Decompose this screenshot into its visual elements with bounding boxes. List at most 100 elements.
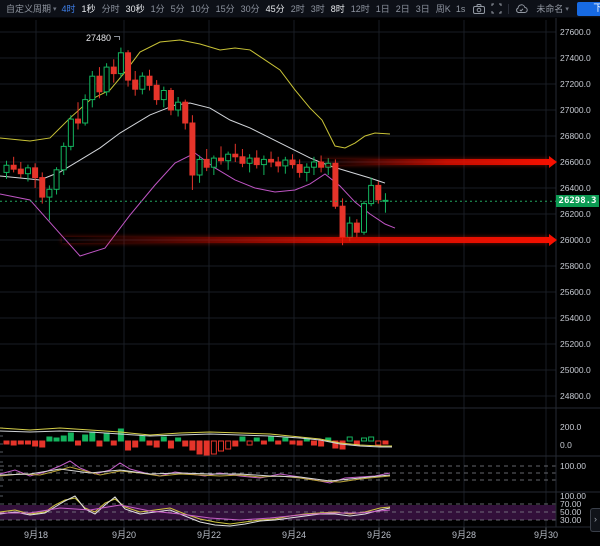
price-tick-label: 26800.0 xyxy=(560,131,591,141)
volume-bar xyxy=(182,440,189,447)
interval-item[interactable]: 周K xyxy=(435,4,451,14)
interval-list: 4时 1秒 分时 30秒 1分 5分 10分 15分 30分 45分 2时 3时 8时 12时 1日 2日 3日… xyxy=(62,2,451,15)
workspace-name-button[interactable]: 未命名 ▾ xyxy=(534,2,571,15)
interval-item[interactable]: 3时 xyxy=(310,4,325,14)
price-tick-label: 27200.0 xyxy=(560,79,591,89)
kdj-line xyxy=(0,497,391,525)
price-tick-label: 25200.0 xyxy=(560,339,591,349)
candle-body xyxy=(196,158,203,176)
candle-body xyxy=(146,75,153,86)
volume-bar xyxy=(246,440,253,446)
candle-body xyxy=(368,184,375,205)
volume-bar xyxy=(268,436,275,442)
candle-body xyxy=(232,153,239,158)
interval-item[interactable]: 45分 xyxy=(265,4,285,14)
toolbar-right: 1s 未命名 ▾ 下单 xyxy=(454,1,600,16)
volume-bar xyxy=(110,440,117,446)
support-arrow-line[interactable] xyxy=(62,234,557,246)
candle-body xyxy=(17,168,24,175)
interval-item[interactable]: 4时 xyxy=(61,4,76,14)
volume-bar xyxy=(103,432,110,442)
candle-body xyxy=(96,75,103,93)
kdj-line xyxy=(0,504,391,521)
indicator-tick-label: 30.00 xyxy=(560,515,582,525)
candle-body xyxy=(67,118,74,147)
camera-icon[interactable] xyxy=(473,3,486,14)
fullscreen-icon[interactable] xyxy=(491,3,502,14)
interval-item[interactable]: 分时 xyxy=(101,4,120,14)
candle-body xyxy=(239,156,246,164)
candle-body xyxy=(139,75,146,90)
volume-bar xyxy=(368,436,375,442)
candle-body xyxy=(282,159,289,167)
interval-item[interactable]: 1分 xyxy=(150,4,165,14)
replay-speed-button[interactable]: 1s xyxy=(455,3,466,14)
volume-bar xyxy=(10,440,17,446)
candle-body xyxy=(160,90,167,101)
price-tick-label: 27400.0 xyxy=(560,53,591,63)
volume-bar xyxy=(382,440,389,445)
candle-body xyxy=(260,158,267,166)
interval-item[interactable]: 30分 xyxy=(240,4,260,14)
candle-body xyxy=(182,101,189,124)
volume-bar xyxy=(46,436,53,442)
price-tick-label: 26200.0 xyxy=(560,209,591,219)
candle-body xyxy=(310,161,317,168)
candle-body xyxy=(246,157,253,164)
order-button[interactable]: 下单 xyxy=(576,1,600,16)
interval-item[interactable]: 1秒 xyxy=(81,4,96,14)
date-label: 9月28 xyxy=(452,530,476,540)
interval-item[interactable]: 15分 xyxy=(215,4,235,14)
volume-bar xyxy=(167,440,174,449)
candle-body xyxy=(218,157,224,162)
interval-item[interactable]: 2时 xyxy=(290,4,305,14)
expand-axis-button[interactable]: › xyxy=(590,508,600,532)
interval-item[interactable]: 12时 xyxy=(350,4,370,14)
volume-bar xyxy=(139,435,146,442)
volume-bar xyxy=(239,436,246,442)
interval-item[interactable]: 30秒 xyxy=(125,4,145,14)
candle-body xyxy=(117,52,124,75)
interval-item[interactable]: 2日 xyxy=(395,4,410,14)
candle-body xyxy=(175,101,182,111)
price-tick-label: 27600.0 xyxy=(560,27,591,37)
candle-body xyxy=(53,169,60,190)
interval-item[interactable]: 1日 xyxy=(375,4,390,14)
volume-bar xyxy=(232,440,239,447)
candle-body xyxy=(303,166,310,173)
boll-lower-line xyxy=(0,152,396,257)
price-tick-label: 25600.0 xyxy=(560,287,591,297)
interval-item[interactable]: 5分 xyxy=(170,4,185,14)
volume-bar xyxy=(260,440,267,445)
volume-bar xyxy=(275,440,282,445)
last-price-badge: 26298.3 xyxy=(556,195,599,208)
period-selector[interactable]: 自定义周期 ▾ xyxy=(4,2,59,15)
candle-body xyxy=(268,158,275,163)
volume-bar xyxy=(189,440,196,451)
interval-item[interactable]: 3日 xyxy=(415,4,430,14)
chevron-down-icon: ▾ xyxy=(53,5,57,13)
resistance-arrow-line[interactable] xyxy=(322,156,557,168)
toolbar-divider xyxy=(508,3,510,14)
price-tick-label: 25400.0 xyxy=(560,313,591,323)
volume-bar xyxy=(32,440,39,447)
chevron-down-icon: ▾ xyxy=(565,5,569,13)
volume-bar xyxy=(24,440,31,445)
indicator-tick-label: 200.0 xyxy=(560,422,582,432)
volume-bar xyxy=(339,440,346,450)
candle-body xyxy=(339,205,346,238)
volume-bar xyxy=(153,440,160,448)
cloud-save-icon[interactable] xyxy=(515,3,529,14)
volume-bar xyxy=(346,436,353,442)
volume-bar xyxy=(332,440,339,449)
candle-body xyxy=(89,75,96,101)
candle-body xyxy=(332,162,339,207)
interval-item[interactable]: 8时 xyxy=(330,4,345,14)
candle-body xyxy=(82,99,89,124)
candle-body xyxy=(275,161,282,167)
toolbar: 自定义周期 ▾ 4时 1秒 分时 30秒 1分 5分 10分 15分 30分 45分 2时 3时 8时 1… xyxy=(0,0,600,18)
price-tick-label: 25800.0 xyxy=(560,261,591,271)
volume-bar xyxy=(132,440,139,448)
interval-item[interactable]: 10分 xyxy=(190,4,210,14)
volume-bar xyxy=(318,440,325,447)
